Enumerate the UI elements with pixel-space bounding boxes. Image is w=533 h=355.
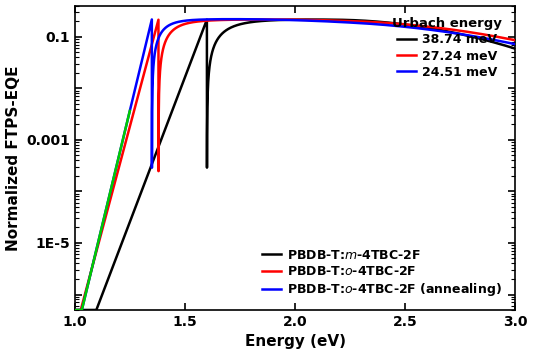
Legend: PBDB-T:$\mathit{m}$-4TBC-2F, PBDB-T:$\mathit{o}$-4TBC-2F, PBDB-T:$\mathit{o}$-4T: PBDB-T:$\mathit{m}$-4TBC-2F, PBDB-T:$\ma… bbox=[260, 246, 505, 301]
X-axis label: Energy (eV): Energy (eV) bbox=[245, 334, 345, 349]
Y-axis label: Normalized FTPS-EQE: Normalized FTPS-EQE bbox=[5, 65, 21, 251]
